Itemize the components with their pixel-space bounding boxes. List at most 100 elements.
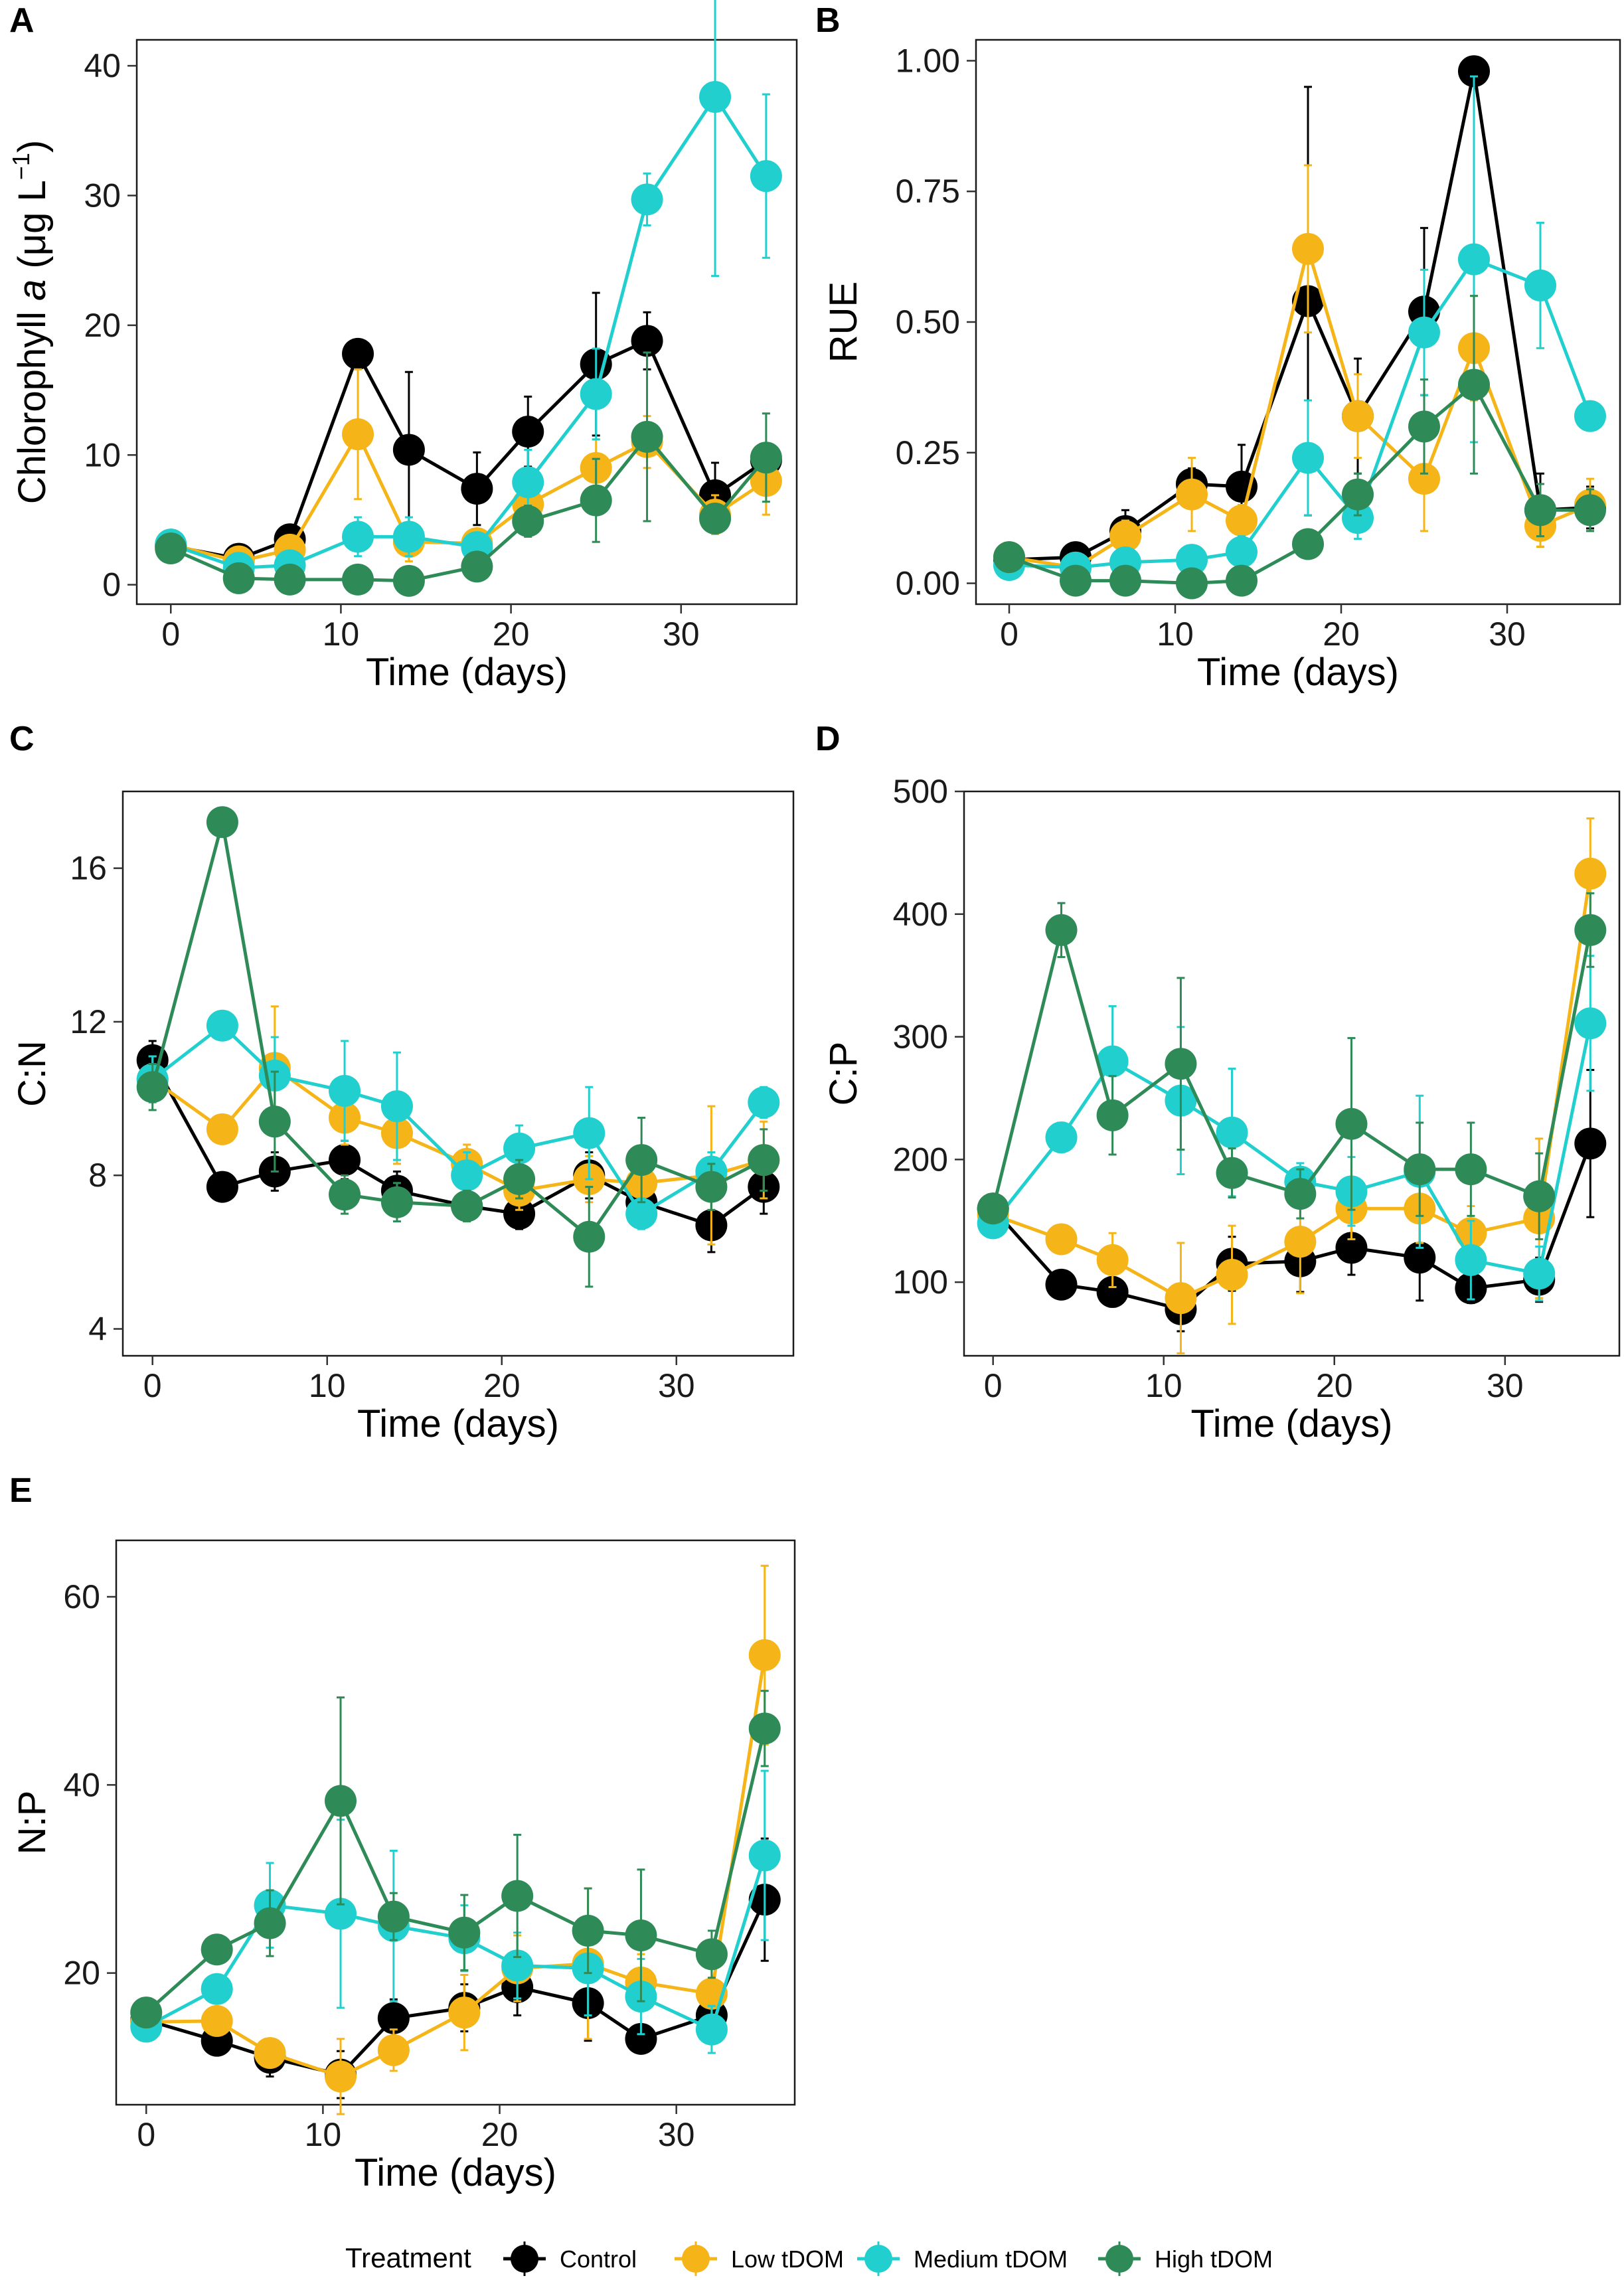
data-point-medium-tdom xyxy=(329,1075,361,1107)
data-point-high-tdom xyxy=(1524,494,1556,527)
data-point-medium-tdom xyxy=(1096,1045,1129,1078)
data-point-low-tdom xyxy=(254,2037,286,2070)
panel-d: D 0 10 20 30 100 200 300 400 500 Time (days) C:P xyxy=(815,720,1621,1445)
y-tick-label: 40 xyxy=(63,1766,100,1803)
data-point-control xyxy=(503,1198,536,1230)
x-tick-label: 10 xyxy=(1145,1367,1182,1404)
panel-letter-a: A xyxy=(9,1,35,40)
data-point-medium-tdom xyxy=(1226,536,1258,568)
data-point-control xyxy=(377,2002,410,2034)
series-high-tdom xyxy=(977,892,1607,1240)
data-point-low-tdom xyxy=(1096,1244,1129,1276)
data-point-low-tdom xyxy=(206,1113,238,1145)
y-tick-label: 1.00 xyxy=(896,42,960,79)
data-point-medium-tdom xyxy=(206,1009,238,1042)
data-point-high-tdom xyxy=(1574,494,1606,527)
data-point-high-tdom xyxy=(1404,1153,1436,1186)
data-point-high-tdom xyxy=(573,1220,606,1253)
x-tick-label: 20 xyxy=(481,2116,519,2153)
data-point-high-tdom xyxy=(1109,564,1141,597)
x-tick-label: 20 xyxy=(1316,1367,1353,1404)
data-point-high-tdom xyxy=(1176,567,1208,600)
data-point-high-tdom xyxy=(501,1880,534,1912)
data-point-high-tdom xyxy=(461,550,493,583)
data-point-high-tdom xyxy=(977,1192,1009,1225)
data-point-low-tdom xyxy=(1216,1259,1248,1291)
legend-label: Low tDOM xyxy=(731,2245,844,2273)
data-point-high-tdom xyxy=(1060,564,1092,597)
panel-c: C 0 10 20 30 4 8 12 16 Time (days) C:N xyxy=(9,720,795,1445)
panel-letter-e: E xyxy=(9,1471,33,1510)
data-point-high-tdom xyxy=(1335,1107,1368,1140)
plot-frame xyxy=(963,790,1621,1357)
data-point-medium-tdom xyxy=(1292,442,1324,474)
data-point-medium-tdom xyxy=(501,1949,534,1982)
data-point-high-tdom xyxy=(1523,1180,1556,1212)
x-axis-title: Time (days) xyxy=(366,651,568,694)
data-point-high-tdom xyxy=(155,532,187,564)
x-tick-label: 0 xyxy=(1000,615,1018,653)
data-point-medium-tdom xyxy=(748,1839,781,1872)
data-point-medium-tdom xyxy=(1216,1116,1248,1149)
y-tick-label: 10 xyxy=(84,436,121,473)
y-tick-label: 16 xyxy=(70,850,107,887)
series-layer xyxy=(136,806,780,1288)
data-point-control xyxy=(1335,1232,1368,1264)
legend-marker xyxy=(682,2245,710,2273)
x-tick-label: 20 xyxy=(493,615,530,653)
data-point-high-tdom xyxy=(580,484,612,517)
data-point-medium-tdom xyxy=(748,1086,780,1119)
y-tick-label: 30 xyxy=(84,177,121,214)
x-tick-label: 0 xyxy=(161,615,180,653)
data-point-low-tdom xyxy=(1165,1282,1197,1315)
series-layer xyxy=(155,0,782,597)
data-point-control xyxy=(206,1171,238,1203)
x-tick-label: 30 xyxy=(658,2116,695,2153)
y-tick-label: 4 xyxy=(88,1311,107,1348)
data-point-medium-tdom xyxy=(1455,1244,1487,1276)
legend-label: Control xyxy=(560,2245,637,2273)
series-high-tdom xyxy=(130,1690,781,2029)
x-axis-title: Time (days) xyxy=(355,2151,556,2194)
y-tick-label: 500 xyxy=(893,773,948,810)
panel-letter-d: D xyxy=(815,720,841,758)
data-point-low-tdom xyxy=(377,2034,410,2066)
series-low-tdom xyxy=(977,817,1607,1354)
data-point-high-tdom xyxy=(748,1144,780,1177)
data-point-high-tdom xyxy=(206,806,238,839)
series-layer xyxy=(977,817,1607,1354)
x-tick-label: 10 xyxy=(305,2116,342,2153)
data-point-control xyxy=(1096,1275,1129,1308)
y-tick-label: 0.50 xyxy=(896,303,960,341)
x-tick-label: 30 xyxy=(1487,1367,1524,1404)
data-point-low-tdom xyxy=(748,1639,781,1671)
x-tick-label: 10 xyxy=(1157,615,1194,653)
data-point-high-tdom xyxy=(1574,914,1607,946)
x-tick-label: 0 xyxy=(137,2116,155,2153)
legend-label: High tDOM xyxy=(1155,2245,1273,2273)
x-tick-label: 20 xyxy=(483,1367,521,1404)
plot-frame xyxy=(975,39,1621,606)
legend: Treatment Control Low tDOM Medium tDOM High… xyxy=(345,2241,1273,2276)
panel-letter-c: C xyxy=(9,720,35,758)
data-point-high-tdom xyxy=(451,1190,483,1222)
panel-b: B 0 10 20 30 0.00 0.25 0.50 0.75 1.00 Time (days) R… xyxy=(815,1,1621,694)
data-point-low-tdom xyxy=(325,2060,357,2093)
y-axis-title: C:N xyxy=(11,1040,54,1107)
data-point-high-tdom xyxy=(1165,1048,1197,1080)
x-tick-label: 30 xyxy=(658,1367,695,1404)
x-axis-title: Time (days) xyxy=(357,1402,559,1445)
data-point-medium-tdom xyxy=(1574,400,1606,432)
data-point-high-tdom xyxy=(1408,410,1440,443)
data-point-low-tdom xyxy=(1226,505,1258,537)
y-tick-label: 20 xyxy=(84,307,121,344)
legend-item-medium-tdom: Medium tDOM xyxy=(857,2241,1068,2276)
series-high-tdom xyxy=(155,351,782,597)
x-tick-label: 30 xyxy=(663,615,700,653)
data-point-high-tdom xyxy=(392,564,425,597)
data-point-high-tdom xyxy=(325,1785,357,1817)
y-tick-label: 100 xyxy=(893,1263,948,1301)
data-point-medium-tdom xyxy=(1408,316,1440,349)
data-point-high-tdom xyxy=(329,1179,361,1211)
